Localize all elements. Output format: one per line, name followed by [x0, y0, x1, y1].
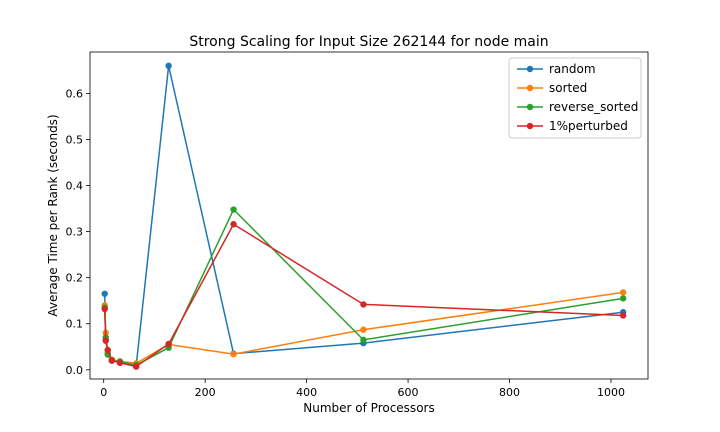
x-tick-label: 600 [398, 386, 419, 399]
y-tick-label: 0.6 [66, 87, 84, 100]
data-point-1-perturbed [230, 221, 237, 228]
x-tick-label: 1000 [597, 386, 625, 399]
data-point-1-perturbed [108, 357, 116, 364]
series-layer [101, 62, 627, 370]
x-tick-label: 400 [296, 386, 317, 399]
legend-label-sorted: sorted [549, 81, 587, 95]
data-point-sorted [360, 326, 367, 333]
y-tick-label: 0.1 [66, 318, 84, 331]
x-axis: 0 200 400 600 800 1000 [100, 379, 625, 399]
data-point-1-perturbed [619, 312, 627, 319]
y-tick-label: 0.0 [66, 364, 84, 377]
plot-area-frame [89, 51, 649, 380]
data-point-reverse-sorted [619, 295, 627, 302]
data-point-reverse-sorted [360, 336, 367, 344]
data-point-1-perturbed [132, 363, 140, 370]
legend-label-reverse-sorted: reverse_sorted [549, 100, 638, 114]
data-point-random [101, 290, 108, 297]
series-line-1-perturbed [103, 223, 624, 368]
y-axis: 0.0 0.1 0.2 0.3 0.4 0.5 0.6 [66, 87, 90, 377]
data-point-sorted [230, 350, 237, 358]
legend-marker-reverse-sorted [526, 103, 534, 111]
data-point-reverse-sorted [230, 206, 237, 213]
y-tick-label: 0.3 [66, 226, 84, 239]
chart-title: Strong Scaling for Input Size 262144 for… [189, 34, 548, 50]
y-tick-label: 0.5 [66, 134, 84, 147]
legend-label-random: random [549, 62, 596, 76]
data-point-1-perturbed [116, 359, 124, 367]
data-point-1-perturbed [360, 301, 367, 308]
data-point-1-perturbed [104, 346, 111, 354]
x-tick-label: 200 [195, 386, 216, 399]
data-point-1-perturbed [102, 337, 109, 344]
legend-label-1-perturbed: 1%perturbed [549, 119, 628, 133]
legend-marker-random [526, 65, 534, 73]
x-tick-label: 0 [100, 386, 107, 399]
x-tick-label: 800 [499, 386, 520, 399]
y-tick-label: 0.4 [66, 180, 84, 193]
data-point-1-perturbed [165, 340, 172, 348]
legend-marker-1-perturbed [526, 122, 534, 130]
data-point-1-perturbed [101, 305, 108, 313]
legend-box [508, 57, 642, 139]
legend-marker-sorted [526, 84, 534, 92]
legend: random sorted reverse_sorted 1%perturbed [508, 57, 642, 139]
data-point-sorted [619, 289, 627, 296]
x-axis-title: Number of Processors [303, 401, 434, 415]
y-tick-label: 0.2 [66, 272, 84, 285]
data-point-random [165, 62, 172, 70]
y-axis-title: Average Time per Rank (seconds) [46, 114, 60, 316]
